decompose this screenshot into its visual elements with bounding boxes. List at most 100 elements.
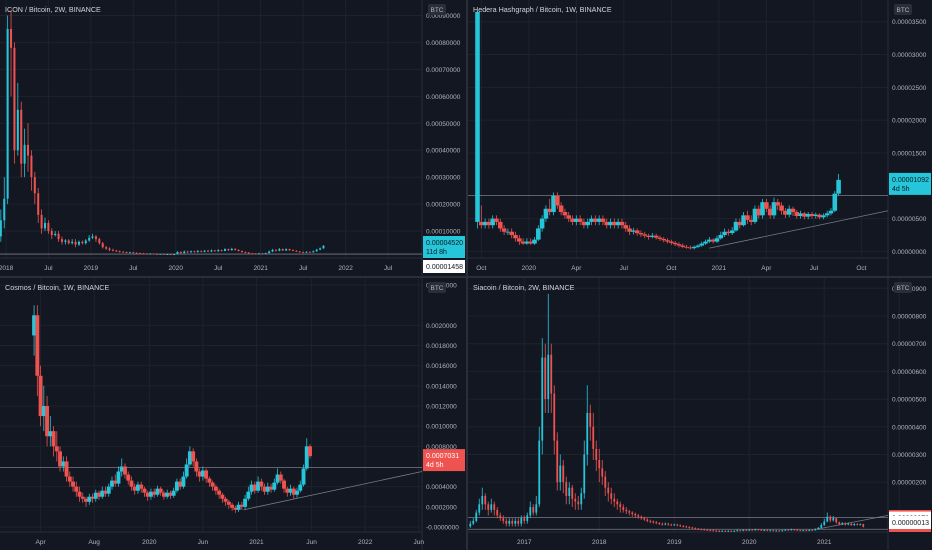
icon-btc-chart[interactable]: 0.00090000 0.00080000 0.00070000 0.00060000… — [0, 0, 466, 276]
currency-badge-text: BTC — [431, 7, 444, 14]
candle-body-50 — [169, 254, 172, 256]
candle-body-60 — [226, 501, 231, 505]
chart-svg[interactable]: 0.00090000 0.00080000 0.00070000 0.00060000… — [0, 0, 466, 276]
x-tick-label-1: 2018 — [592, 539, 607, 546]
current-price-label-text-0: 0.00001092 — [892, 177, 929, 184]
y-tick-label-7: 0.00000200 — [892, 480, 927, 487]
candle-body-94 — [751, 529, 754, 531]
y-tick-label-7: 0.00020000 — [426, 202, 461, 209]
candle-body-76 — [257, 253, 260, 255]
candle-body-17 — [57, 233, 60, 240]
candle-body-68 — [230, 248, 233, 251]
candle-body-22 — [74, 241, 77, 245]
x-tick-label-1: Jul — [44, 265, 53, 272]
candle-body-85 — [288, 249, 291, 251]
y-tick-label-6: 0.00000000 — [892, 249, 927, 256]
candle-body-23 — [106, 486, 111, 494]
candle-body-24 — [81, 241, 84, 244]
candles — [475, 11, 841, 250]
pane-divider-horizontal[interactable] — [0, 276, 932, 278]
y-axis-labels: 0.00090000 0.00080000 0.00070000 0.00060000… — [426, 13, 461, 236]
candle-body-61 — [652, 521, 655, 523]
candle-body-80 — [291, 488, 296, 495]
candle-body-95 — [322, 245, 325, 249]
candle-body-31 — [105, 247, 108, 249]
x-tick-label-3: Jul — [129, 265, 138, 272]
candle-body-74 — [756, 208, 762, 216]
x-axis-labels: Oct 2020 Apr Jul Oct 2021 Apr Jul Oct — [476, 265, 866, 272]
candle-body-10 — [33, 177, 36, 194]
siacoin-btc-chart[interactable]: 0.000009000.000008000.000007000.00000600… — [468, 278, 932, 550]
candle-body-122 — [835, 518, 838, 523]
y-tick-label-5: 0.00000400 — [892, 424, 927, 431]
candle-body-77 — [282, 480, 286, 489]
candle-body-28 — [123, 466, 127, 475]
candle-body-55 — [634, 514, 637, 516]
candle-body-69 — [737, 221, 743, 226]
x-tick-label-6: Apr — [761, 265, 772, 272]
pane-divider-vertical[interactable] — [466, 0, 468, 550]
candle-body-10 — [513, 235, 518, 239]
y-tick-label-2: 0.0018000 — [426, 343, 457, 350]
chart-svg[interactable]: 0.00240000.00200000.00180000.00160000.00… — [0, 278, 466, 550]
hedera-btc-chart[interactable]: 0.00003500 0.00003000 0.00002500 0.00002000… — [468, 0, 932, 276]
candle-body-9 — [30, 155, 33, 178]
cosmos-btc-chart[interactable]: 0.00240000.00200000.00180000.00160000.00… — [0, 278, 466, 550]
candle-body-65 — [220, 250, 223, 251]
grid-lines — [0, 0, 422, 258]
candle-body-85 — [724, 530, 727, 532]
candle-body-79 — [706, 529, 709, 531]
line-price-label-2 — [889, 516, 931, 529]
x-tick-label-7: Jul — [810, 265, 819, 272]
candle-body-90 — [817, 214, 822, 218]
y-tick-label-10: -0.0000000 — [426, 524, 459, 531]
candle-body-12 — [71, 481, 75, 487]
candle-body-71 — [745, 215, 750, 220]
x-tick-label-5: Jun — [306, 539, 317, 546]
candle-body-57 — [691, 246, 697, 249]
candle-body-75 — [760, 202, 765, 216]
candle-body-27 — [550, 354, 553, 394]
y-tick-label-3: 0.00002000 — [892, 118, 927, 125]
candle-body-119 — [826, 516, 829, 522]
candle-body-24 — [541, 357, 544, 441]
candle-body-74 — [272, 482, 277, 490]
candle-body-21 — [100, 490, 105, 497]
candle-body-67 — [729, 230, 735, 234]
candle-body-11 — [67, 476, 72, 482]
y-tick-label-5: 0.0012000 — [426, 404, 457, 411]
candle-body-114 — [811, 530, 814, 531]
x-tick-label-3: Jul — [620, 265, 629, 272]
candle-body-32 — [136, 484, 140, 491]
chart-svg[interactable]: 0.000009000.000008000.000007000.00000600… — [468, 278, 932, 550]
current-price-label-text-1: 4d 5h — [892, 186, 910, 193]
candle-body-11 — [502, 518, 505, 521]
candle-body-131 — [862, 524, 865, 527]
candle-body-66 — [667, 523, 670, 525]
candle-body-53 — [628, 511, 631, 513]
candle-body-87 — [805, 214, 811, 217]
candle-body-17 — [539, 218, 545, 229]
candle-body-53 — [676, 244, 682, 246]
candle-body-30 — [129, 480, 134, 487]
candle-body-40 — [589, 412, 592, 427]
y-tick-label-1: 0.00080000 — [426, 40, 461, 47]
chart-svg[interactable]: 0.00003500 0.00003000 0.00002500 0.00002000… — [468, 0, 932, 276]
y-tick-label-5: 0.00000500 — [892, 216, 927, 223]
candle-body-93 — [315, 249, 318, 252]
candle-body-64 — [661, 523, 664, 525]
candle-body-7 — [501, 228, 507, 232]
candle-body-73 — [247, 252, 250, 254]
y-tick-label-3: 0.00060000 — [426, 94, 461, 101]
x-tick-label-3: Jun — [198, 539, 209, 546]
candle-body-49 — [166, 254, 169, 256]
candle-body-96 — [757, 529, 760, 531]
candle-body-40 — [135, 252, 138, 254]
candle-body-8 — [27, 144, 30, 156]
candle-body-38 — [619, 221, 625, 226]
current-price-label-text-1: 11d 8h — [426, 249, 447, 256]
candle-body-109 — [796, 529, 799, 531]
candle-body-55 — [186, 251, 189, 253]
candle-body-49 — [616, 501, 619, 505]
candle-body-10 — [499, 515, 502, 519]
